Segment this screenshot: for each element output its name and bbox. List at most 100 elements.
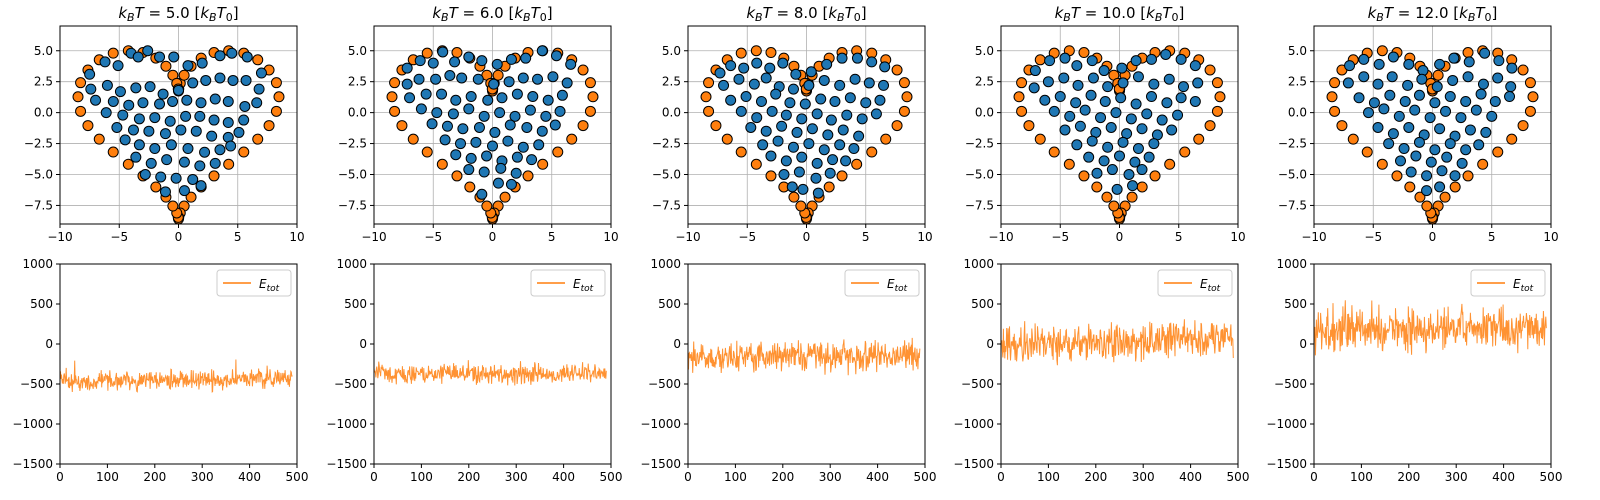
panel-title: kBT = 12.0 [kBT0] [1368,4,1498,24]
boundary-particle [1214,91,1226,103]
interior-particle [745,121,757,133]
boundary-particle [587,91,599,103]
interior-particle [472,73,484,85]
interior-particle [225,140,237,152]
boundary-particle [880,133,892,145]
x-tick-label: 400 [866,470,889,484]
interior-particle [1409,104,1421,116]
interior-particle [414,55,426,67]
x-tick-label: 400 [1492,470,1515,484]
interior-particle [1486,110,1498,122]
panel-title-part: T [449,4,460,22]
x-tick-label: −5 [1051,230,1069,244]
boundary-particle [584,105,596,117]
interior-particle [238,114,250,126]
panel-title-part: T [217,4,228,22]
interior-particle [1470,104,1482,116]
interior-particle [849,73,861,85]
boundary-particle [1136,181,1148,193]
panel-title-part: [ [190,4,201,22]
panel-title-part: B [755,11,763,24]
boundary-particle [1517,64,1529,76]
boundary-particle [1326,91,1338,103]
interior-particle [1387,128,1399,140]
boundary-particle [1016,105,1028,117]
boundary-particle [765,47,777,59]
boundary-particle [492,69,504,81]
interior-particle [481,150,493,162]
interior-particle [1455,112,1467,124]
interior-particle [1114,150,1125,162]
interior-particle [1189,95,1201,107]
interior-particle [1177,81,1189,93]
legend-label-subscript: tot [581,284,594,294]
y-tick-label: 500 [658,297,681,311]
interior-particle [740,91,752,103]
x-tick-label: 0 [1116,230,1124,244]
boundary-particle [1023,120,1035,132]
y-tick-label: 0.0 [34,106,53,120]
interior-particle [111,121,123,133]
boundary-particle [750,158,762,170]
boundary-particle [1204,64,1216,76]
interior-particle [426,118,438,130]
interior-particle [1403,121,1415,133]
x-tick-label: 5 [1488,230,1496,244]
interior-particle [1058,72,1070,84]
panel-title-part: k [1146,4,1156,22]
interior-particle [1148,78,1160,90]
interior-particle [457,123,469,135]
interior-particle [1434,123,1446,135]
energy-panel: Etot 0 100 200 300 400 500 −1500 −1000 −500 0 500 10… [640,257,936,484]
interior-particle [401,62,413,74]
interior-particle [1372,121,1384,133]
y-tick-label: −7.5 [338,198,367,212]
interior-particle [547,71,559,83]
interior-particle [1087,72,1099,84]
y-tick-label: −2.5 [338,137,367,151]
interior-particle [509,110,521,122]
interior-particle [1429,97,1441,109]
y-tick-label: −5.0 [1278,168,1307,182]
panel-title-part: T [1071,4,1082,22]
x-tick-label: 300 [1445,470,1468,484]
boundary-particle [901,91,913,103]
boundary-particle [1414,191,1426,203]
boundary-particle [788,191,800,203]
interior-particle [182,143,194,155]
interior-particle [856,113,868,125]
boundary-particle [522,170,534,182]
interior-particle [1086,55,1098,67]
interior-particle [1358,71,1370,83]
interior-particle [1117,136,1129,148]
energy-panel: Etot 0 100 200 300 400 500 −1500 −1000 −500 0 500 10… [1266,257,1562,484]
x-tick-label: 500 [286,470,309,484]
boundary-particle [1336,120,1348,132]
interior-particle [404,92,416,104]
interior-particle [182,60,194,72]
y-tick-label: −5.0 [24,168,53,182]
interior-particle [841,109,853,121]
y-tick-label: −2.5 [24,137,53,151]
boundary-particle [75,105,87,117]
boundary-particle [1078,47,1090,59]
boundary-particle [1524,105,1536,117]
x-tick-label: 200 [457,470,480,484]
panel-title-part: T [845,4,856,22]
interior-particle [214,144,226,156]
interior-particle [1378,103,1390,115]
interior-particle [818,144,830,156]
panel-title-part: k [1055,4,1065,22]
interior-particle [778,169,790,180]
interior-particle [1444,91,1456,103]
interior-particle [1091,167,1103,179]
interior-particle [733,73,745,85]
interior-particle [214,50,226,62]
interior-particle [492,177,504,189]
interior-particle [1440,105,1452,117]
interior-particle [199,146,211,158]
interior-particle [195,180,207,192]
x-tick-label: 0 [997,470,1005,484]
boundary-particle [1126,191,1138,203]
interior-particle [1416,73,1428,85]
